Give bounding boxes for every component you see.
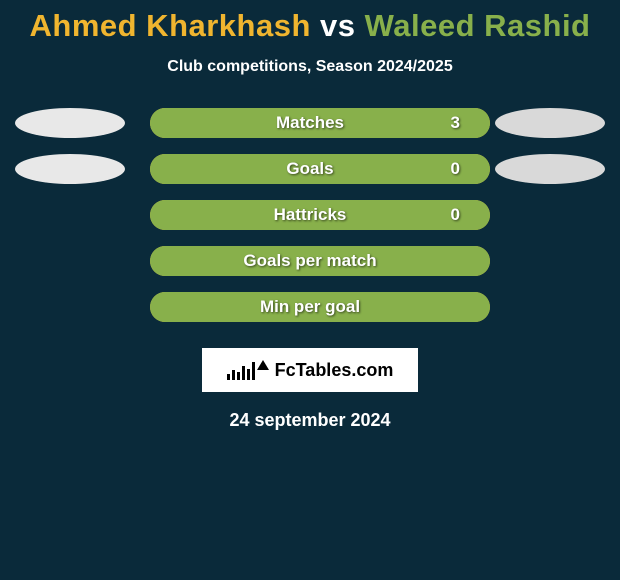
- player1-ellipse: [15, 108, 125, 138]
- metric-label: Matches: [276, 113, 344, 133]
- branding-badge: FcTables.com: [202, 348, 418, 392]
- player1-name: Ahmed Kharkhash: [30, 8, 311, 43]
- metric-row: Matches 3: [10, 108, 610, 138]
- comparison-title: Ahmed Kharkhash vs Waleed Rashid: [0, 0, 620, 44]
- snapshot-date: 24 september 2024: [0, 410, 620, 431]
- chart-bars-icon: [227, 360, 255, 380]
- arrow-up-icon: [257, 360, 269, 370]
- player1-ellipse: [15, 154, 125, 184]
- metric-label: Goals per match: [243, 251, 376, 271]
- metrics-container: Matches 3 Goals 0 Hattricks 0 Goals per match M…: [0, 108, 620, 322]
- metric-row: Min per goal: [10, 292, 610, 322]
- metric-row: Goals 0: [10, 154, 610, 184]
- metric-value: 0: [451, 159, 460, 179]
- branding-text: FcTables.com: [275, 360, 394, 381]
- vs-text: vs: [320, 8, 355, 43]
- metric-label: Hattricks: [274, 205, 347, 225]
- metric-label: Goals: [286, 159, 333, 179]
- metric-row: Goals per match: [10, 246, 610, 276]
- metric-value: 0: [451, 205, 460, 225]
- metric-value: 3: [451, 113, 460, 133]
- player2-ellipse: [495, 154, 605, 184]
- subtitle: Club competitions, Season 2024/2025: [0, 58, 620, 76]
- metric-label: Min per goal: [260, 297, 360, 317]
- player2-name: Waleed Rashid: [365, 8, 591, 43]
- player2-ellipse: [495, 108, 605, 138]
- metric-row: Hattricks 0: [10, 200, 610, 230]
